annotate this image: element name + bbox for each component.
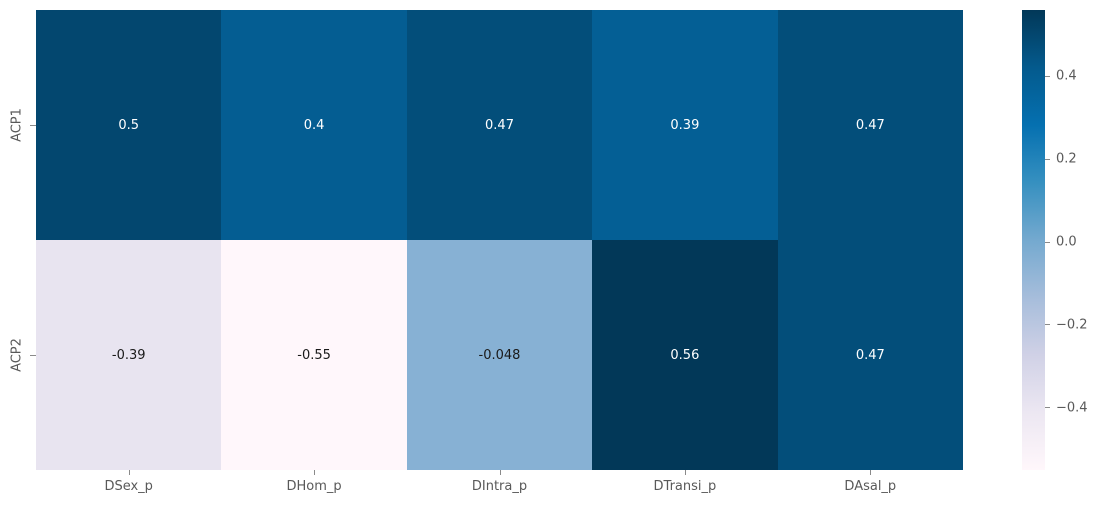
heatmap-cell: -0.39 <box>36 240 222 470</box>
heatmap-cell: -0.55 <box>221 240 407 470</box>
y-tick-label: ACP2 <box>9 338 25 372</box>
colorbar-tick-mark <box>1045 241 1050 243</box>
colorbar <box>1022 10 1045 470</box>
x-tick-label: DAsal_p <box>844 479 897 494</box>
x-tick-mark <box>870 470 872 475</box>
y-tick-mark <box>30 354 36 356</box>
x-tick-label: DHom_p <box>286 479 342 494</box>
heatmap-plot: 0.5 0.4 0.47 0.39 0.47 -0.39 -0.55 -0.048 0.56 0.… <box>36 10 963 470</box>
x-tick-label: DSex_p <box>104 479 153 494</box>
heatmap-cell: 0.47 <box>777 240 963 470</box>
x-tick-mark <box>684 470 686 475</box>
heatmap-cell: 0.4 <box>221 10 407 240</box>
colorbar-tick-label: 0.2 <box>1056 151 1077 167</box>
colorbar-tick-label: −0.2 <box>1056 317 1088 333</box>
y-tick-mark <box>30 124 36 126</box>
colorbar-tick-label: 0.0 <box>1056 234 1077 250</box>
x-tick-mark <box>128 470 130 475</box>
colorbar-tick-mark <box>1045 158 1050 160</box>
colorbar-tick-mark <box>1045 407 1050 409</box>
x-tick-mark <box>314 470 316 475</box>
colorbar-tick-mark <box>1045 75 1050 77</box>
colorbar-tick-label: 0.4 <box>1056 68 1077 84</box>
heatmap-cell: 0.5 <box>36 10 222 240</box>
heatmap-cell: 0.39 <box>592 10 778 240</box>
heatmap-cell: 0.47 <box>406 10 593 240</box>
x-tick-label: DIntra_p <box>471 479 528 494</box>
heatmap-cell: -0.048 <box>406 240 593 470</box>
x-tick-mark <box>499 470 501 475</box>
x-tick-label: DTransi_p <box>653 479 717 494</box>
colorbar-tick-label: −0.4 <box>1056 400 1088 416</box>
heatmap-cell: 0.47 <box>777 10 963 240</box>
y-tick-label: ACP1 <box>9 108 25 142</box>
colorbar-tick-mark <box>1045 324 1050 326</box>
heatmap-cell: 0.56 <box>592 240 778 470</box>
